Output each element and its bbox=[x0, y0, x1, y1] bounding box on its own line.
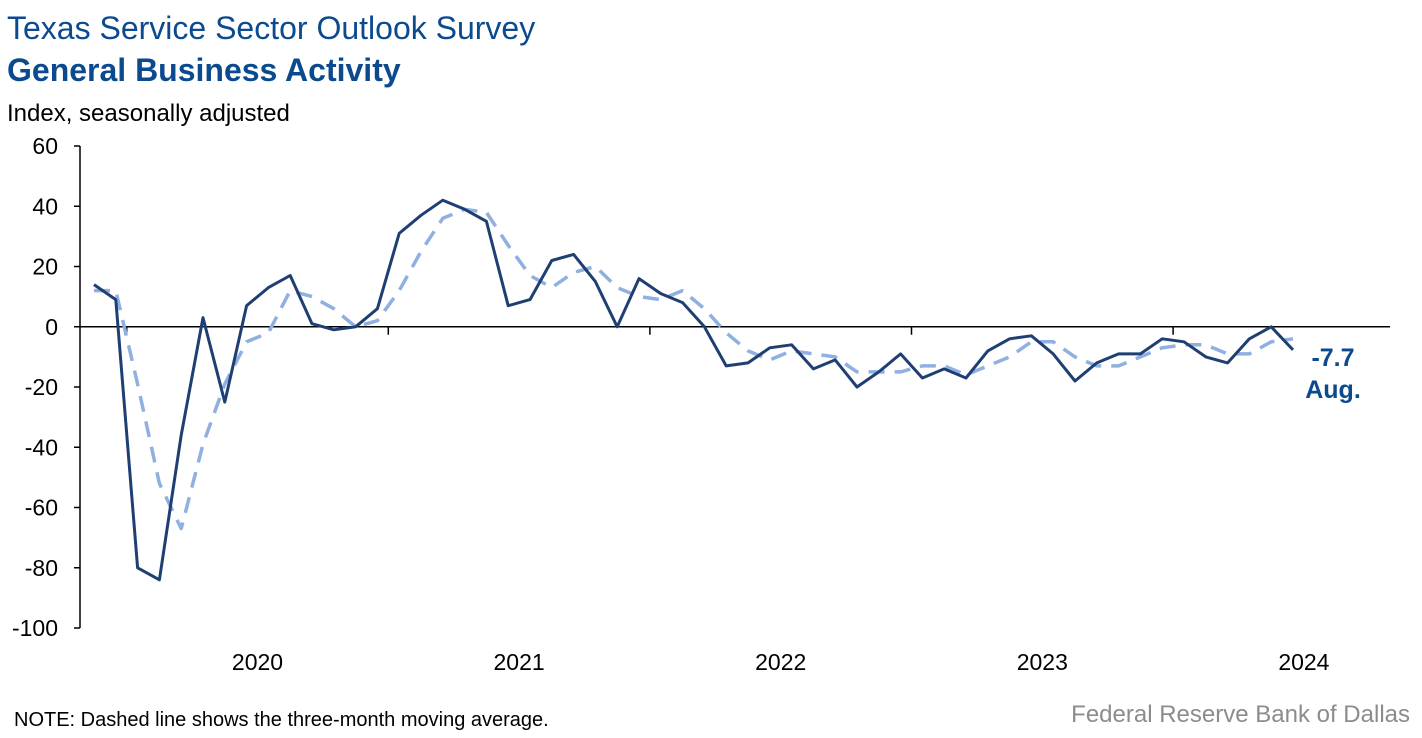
end-value-label: -7.7 bbox=[1311, 344, 1354, 372]
y-tick-label: -40 bbox=[25, 434, 58, 460]
chart-subtitle: General Business Activity bbox=[7, 52, 401, 88]
chart-title: Texas Service Sector Outlook Survey bbox=[7, 10, 535, 46]
x-tick-label: 2021 bbox=[494, 649, 545, 675]
y-tick-label: -60 bbox=[25, 495, 58, 521]
series-layer bbox=[93, 198, 1295, 582]
x-tick-label: 2023 bbox=[1017, 649, 1068, 675]
y-tick-label: 60 bbox=[32, 133, 58, 159]
unit-label: Index, seasonally adjusted bbox=[7, 100, 290, 127]
x-tick-label: 2022 bbox=[755, 649, 806, 675]
y-tick-label: 20 bbox=[32, 254, 58, 280]
x-axis: 2020 2021 2022 2023 2024 bbox=[80, 326, 1390, 675]
series-line-moving-average bbox=[94, 207, 1294, 531]
y-tick-label: -100 bbox=[12, 615, 58, 641]
y-tick-label: 40 bbox=[32, 193, 58, 219]
y-axis: 60 40 20 0 -20 -40 -60 -80 -100 bbox=[12, 133, 81, 641]
series-line-monthly bbox=[93, 198, 1295, 582]
footnote: NOTE: Dashed line shows the three-month … bbox=[14, 709, 549, 731]
y-tick-label: -80 bbox=[25, 555, 58, 581]
y-tick-label: 0 bbox=[45, 314, 58, 340]
source-credit: Federal Reserve Bank of Dallas bbox=[1071, 701, 1410, 728]
x-tick-label: 2024 bbox=[1278, 649, 1329, 675]
y-tick-label: -20 bbox=[25, 374, 58, 400]
end-month-label: Aug. bbox=[1305, 376, 1361, 404]
x-tick-label: 2020 bbox=[232, 649, 283, 675]
